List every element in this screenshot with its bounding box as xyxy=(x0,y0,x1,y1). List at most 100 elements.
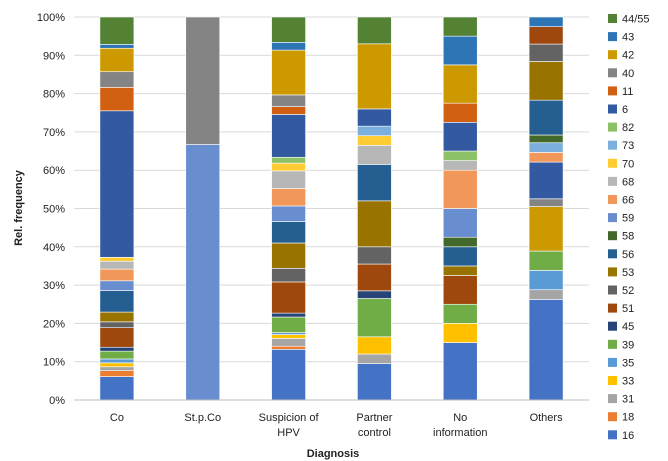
legend-label: 59 xyxy=(622,213,634,225)
bar-stack xyxy=(99,16,135,401)
bar-segment-33 xyxy=(271,334,306,339)
legend-swatch xyxy=(608,249,617,259)
y-axis-label: Rel. frequency xyxy=(13,169,25,246)
bar-stack xyxy=(442,16,478,401)
bar-segment-16 xyxy=(271,349,306,401)
legend-item: 39 xyxy=(608,339,634,351)
bar-segment-16 xyxy=(357,363,392,401)
bar-segment-73 xyxy=(528,142,564,153)
x-axis-label: Diagnosis xyxy=(307,448,360,460)
bar-segment-45 xyxy=(357,290,392,299)
bar-segment-82 xyxy=(271,156,306,164)
legend-swatch xyxy=(608,394,617,404)
bar-segment-52 xyxy=(271,268,306,283)
bar-segment-52 xyxy=(357,246,392,265)
bar-segment-56 xyxy=(99,290,135,313)
bar-segment-53 xyxy=(271,242,306,269)
legend-item: 73 xyxy=(608,140,634,152)
y-tick-label: 50% xyxy=(43,204,65,216)
legend-swatch xyxy=(608,50,617,60)
bar-segment-35 xyxy=(99,358,135,364)
bar-segment-44-55 xyxy=(99,16,135,45)
legend-label: 39 xyxy=(622,339,634,351)
bar-segment-42 xyxy=(442,64,478,104)
bar-segment-31 xyxy=(99,366,135,371)
legend-label: 53 xyxy=(622,267,634,279)
legend-swatch xyxy=(608,267,617,277)
bar-segment-39 xyxy=(357,298,392,338)
legend-label: 18 xyxy=(622,412,634,424)
legend: 44/55 43 42 40 11 6 82 73 70 68 66 59 58 56 53 52 51 45 39… xyxy=(608,14,650,442)
bar-segment-51 xyxy=(357,263,392,292)
bar-segment-39 xyxy=(99,350,135,360)
x-tick-label: HPV xyxy=(277,427,300,439)
legend-label: 82 xyxy=(622,122,634,134)
legend-item: 42 xyxy=(608,50,634,62)
y-tick-label: 90% xyxy=(43,50,65,62)
legend-item: 40 xyxy=(608,68,634,80)
legend-swatch xyxy=(608,104,617,114)
bar-segment-53 xyxy=(442,265,478,276)
bar-segment-58 xyxy=(528,134,564,144)
bar-segment-39 xyxy=(528,250,564,271)
legend-item: 44/55 xyxy=(608,14,650,26)
x-tick-label: St.p.Co xyxy=(184,412,221,424)
legend-label: 43 xyxy=(622,32,634,44)
y-tick-labels: 0% 10% 20% 30% 40% 50% 60% 70% 80% 90% 100% xyxy=(37,12,65,407)
legend-item: 56 xyxy=(608,249,634,261)
bar-segment-40 xyxy=(185,16,221,145)
x-tick-labels: Co St.p.Co Suspicion of HPV Partner control No… xyxy=(110,412,563,439)
bar-segment-42 xyxy=(271,49,306,96)
legend-swatch xyxy=(608,231,617,241)
bar-segment-53 xyxy=(99,311,135,323)
bar-segment-6 xyxy=(357,108,392,127)
y-tick-label: 60% xyxy=(43,165,65,177)
legend-label: 42 xyxy=(622,50,634,62)
legend-swatch xyxy=(608,339,617,349)
legend-label: 6 xyxy=(622,104,628,116)
legend-label: 11 xyxy=(622,86,633,98)
x-tick-label: Suspicion of xyxy=(259,412,320,424)
legend-item: 45 xyxy=(608,321,634,333)
legend-label: 73 xyxy=(622,140,634,152)
bar-segment-31 xyxy=(271,338,306,347)
bar-segment-33 xyxy=(357,336,392,355)
legend-item: 66 xyxy=(608,195,634,207)
y-tick-label: 0% xyxy=(49,395,65,407)
bar-segment-16 xyxy=(442,342,478,401)
legend-item: 11 xyxy=(608,86,633,98)
legend-item: 43 xyxy=(608,32,634,44)
bar-segment-66 xyxy=(99,268,135,282)
legend-item: 16 xyxy=(608,430,634,442)
legend-label: 51 xyxy=(622,303,634,315)
bar-segment-6 xyxy=(442,122,478,152)
bar-segment-6 xyxy=(271,114,306,158)
bar-segment-44-55 xyxy=(271,16,306,43)
bar-segment-40 xyxy=(99,71,135,88)
bar-segment-58 xyxy=(442,236,478,248)
bar-segment-43 xyxy=(271,42,306,51)
bar-segment-70 xyxy=(271,162,306,172)
legend-swatch xyxy=(608,376,617,385)
bar-segment-56 xyxy=(357,164,392,202)
bar-segment-82 xyxy=(442,150,478,161)
bar-segment-16 xyxy=(99,376,135,401)
bar-segment-66 xyxy=(528,152,564,163)
bar-segment-51 xyxy=(442,275,478,305)
legend-swatch xyxy=(608,68,617,78)
bar-segment-43 xyxy=(442,35,478,66)
legend-swatch xyxy=(608,195,617,204)
legend-label: 66 xyxy=(622,195,634,207)
legend-item: 31 xyxy=(608,394,634,406)
bar-segment-11 xyxy=(271,106,306,115)
bar-segment-66 xyxy=(442,169,478,209)
bar-segment-40 xyxy=(271,94,306,107)
legend-swatch xyxy=(608,176,617,186)
legend-item: 59 xyxy=(608,213,634,225)
y-tick-label: 40% xyxy=(43,242,65,254)
bar-segment-44-55 xyxy=(442,16,478,37)
legend-swatch xyxy=(608,122,617,132)
bar-segment-31 xyxy=(528,289,564,300)
bar-segment-16 xyxy=(528,299,564,401)
x-tick-label: Others xyxy=(530,412,564,424)
